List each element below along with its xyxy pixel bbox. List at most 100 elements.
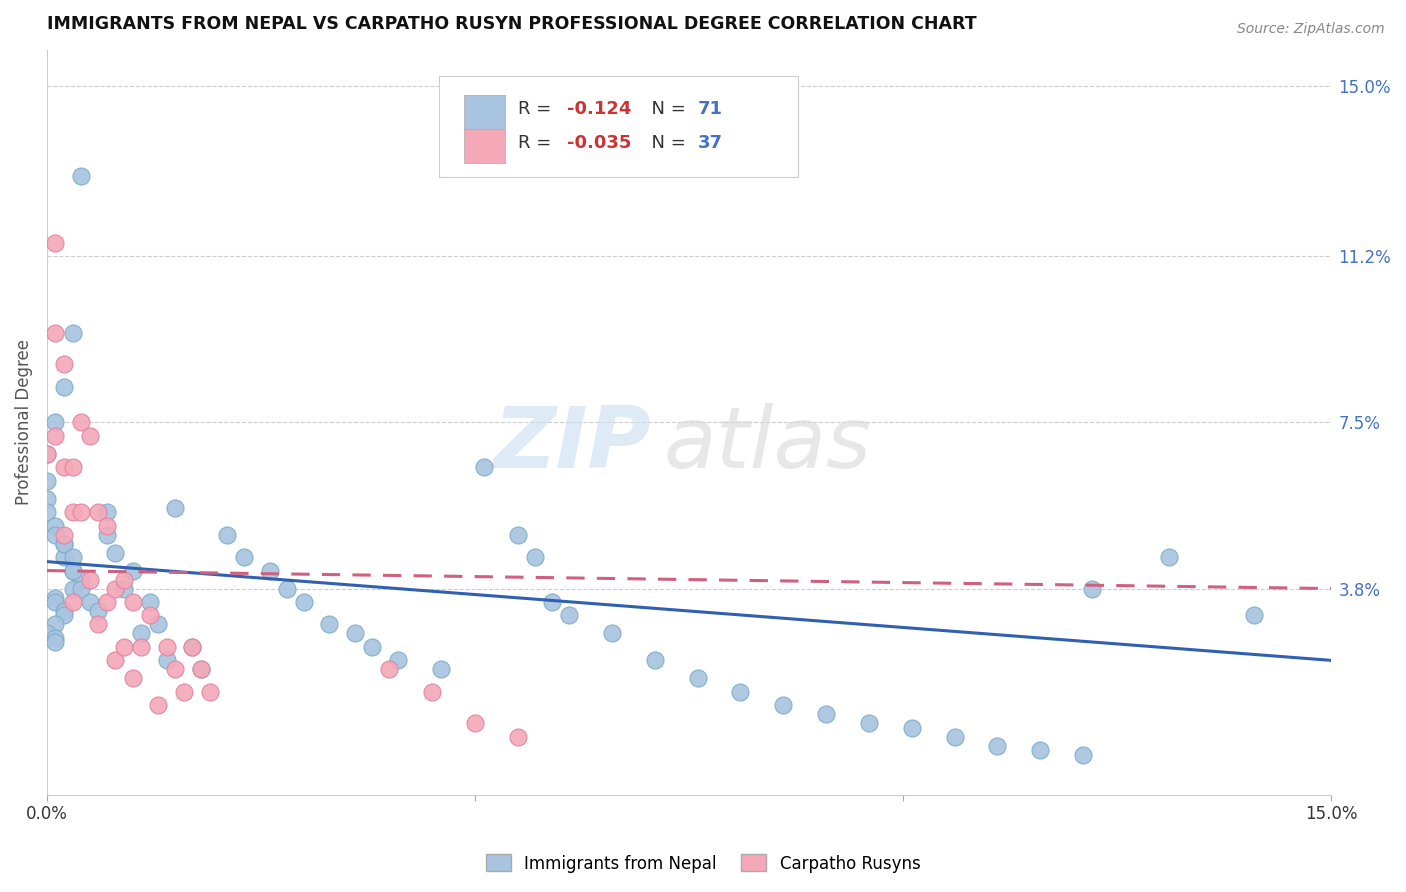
Text: atlas: atlas — [664, 403, 872, 486]
Text: R =: R = — [519, 134, 557, 152]
Point — [62, 460, 84, 475]
Point — [44, 591, 66, 605]
Text: Source: ZipAtlas.com: Source: ZipAtlas.com — [1237, 22, 1385, 37]
Point — [121, 595, 143, 609]
Point — [44, 595, 66, 609]
Point — [148, 698, 170, 713]
Text: N =: N = — [640, 134, 692, 152]
Point — [772, 698, 794, 713]
Point — [541, 595, 564, 609]
Point — [292, 595, 315, 609]
Point — [104, 653, 127, 667]
Legend: Immigrants from Nepal, Carpatho Rusyns: Immigrants from Nepal, Carpatho Rusyns — [479, 847, 927, 880]
Point — [523, 550, 546, 565]
Text: IMMIGRANTS FROM NEPAL VS CARPATHO RUSYN PROFESSIONAL DEGREE CORRELATION CHART: IMMIGRANTS FROM NEPAL VS CARPATHO RUSYN … — [46, 15, 977, 33]
Point — [53, 536, 76, 550]
Point — [62, 595, 84, 609]
FancyBboxPatch shape — [464, 95, 505, 128]
Point — [943, 730, 966, 744]
Point — [1071, 747, 1094, 762]
Point — [198, 685, 221, 699]
Point — [129, 640, 152, 654]
Point — [190, 662, 212, 676]
Point — [181, 640, 204, 654]
Point — [644, 653, 666, 667]
Text: N =: N = — [640, 100, 692, 118]
Text: 71: 71 — [699, 100, 723, 118]
Point — [121, 671, 143, 685]
Point — [53, 550, 76, 565]
Point — [70, 582, 93, 596]
Point — [62, 505, 84, 519]
Point — [35, 505, 58, 519]
Point — [686, 671, 709, 685]
Text: R =: R = — [519, 100, 557, 118]
Point — [600, 626, 623, 640]
Point — [900, 721, 922, 735]
Point — [190, 662, 212, 676]
FancyBboxPatch shape — [464, 128, 505, 163]
Point — [156, 640, 179, 654]
Point — [464, 716, 486, 731]
Point — [156, 653, 179, 667]
Point — [35, 447, 58, 461]
Point — [112, 573, 135, 587]
Point — [53, 460, 76, 475]
Point — [104, 582, 127, 596]
Point — [35, 474, 58, 488]
Point — [129, 626, 152, 640]
Text: ZIP: ZIP — [494, 403, 651, 486]
Point — [87, 604, 110, 618]
Point — [53, 527, 76, 541]
Point — [420, 685, 443, 699]
Point — [165, 500, 187, 515]
Point — [53, 379, 76, 393]
Point — [62, 564, 84, 578]
Point — [44, 635, 66, 649]
Point — [112, 582, 135, 596]
Point — [44, 518, 66, 533]
Point — [79, 429, 101, 443]
Point — [35, 491, 58, 506]
Point — [96, 518, 118, 533]
Point — [165, 662, 187, 676]
Point — [173, 685, 195, 699]
Point — [44, 527, 66, 541]
Point — [44, 416, 66, 430]
Point — [44, 235, 66, 250]
Point — [1080, 582, 1102, 596]
Point — [344, 626, 367, 640]
FancyBboxPatch shape — [439, 76, 799, 177]
Point — [378, 662, 401, 676]
Point — [558, 608, 581, 623]
Point — [62, 326, 84, 340]
Point — [96, 595, 118, 609]
Point — [276, 582, 298, 596]
Text: 37: 37 — [699, 134, 723, 152]
Point — [472, 460, 495, 475]
Point — [79, 573, 101, 587]
Point — [730, 685, 752, 699]
Point — [815, 707, 838, 722]
Point — [70, 169, 93, 183]
Point — [215, 527, 238, 541]
Point — [62, 564, 84, 578]
Point — [53, 536, 76, 550]
Point — [1029, 743, 1052, 757]
Point — [70, 573, 93, 587]
Point — [44, 631, 66, 645]
Point — [387, 653, 409, 667]
Point — [62, 582, 84, 596]
Point — [318, 617, 340, 632]
Point — [79, 595, 101, 609]
Point — [858, 716, 880, 731]
Point — [96, 527, 118, 541]
Point — [53, 604, 76, 618]
Point — [70, 416, 93, 430]
Point — [429, 662, 451, 676]
Point — [138, 595, 160, 609]
Point — [35, 447, 58, 461]
Point — [1243, 608, 1265, 623]
Point — [232, 550, 254, 565]
Point — [62, 550, 84, 565]
